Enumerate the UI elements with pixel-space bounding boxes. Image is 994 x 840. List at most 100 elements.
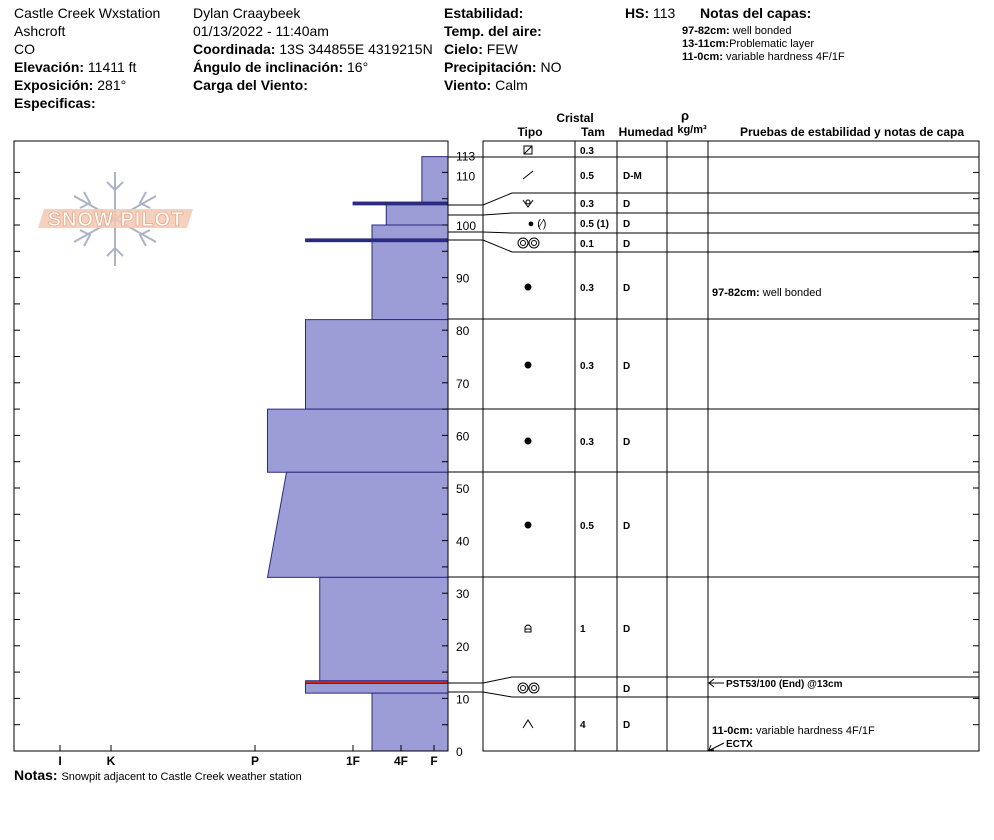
rounded-grains-icon bbox=[524, 437, 532, 445]
layer-notes-title: Notas del capas: bbox=[700, 5, 812, 21]
depth-tick-label: 30 bbox=[456, 587, 470, 601]
layer-row: D bbox=[517, 682, 630, 695]
rounded-grains-icon bbox=[524, 521, 532, 529]
profile-layer bbox=[319, 576, 449, 684]
area-name: Ashcroft bbox=[14, 23, 66, 39]
moisture-value: D bbox=[623, 437, 630, 448]
depth-tick-label: 90 bbox=[456, 272, 470, 286]
layer-row: 0.3 D bbox=[522, 199, 630, 210]
row-divider bbox=[448, 691, 979, 698]
grain-size: 0.5 (1) bbox=[580, 219, 609, 230]
slope-label: Ángulo de inclinación: bbox=[193, 59, 344, 75]
moisture-value: D-M bbox=[623, 171, 642, 182]
profile-layer bbox=[305, 319, 449, 410]
logo-banner bbox=[38, 209, 193, 228]
depth-hoar-icon bbox=[522, 719, 534, 729]
depth-tick-label: 70 bbox=[456, 377, 470, 391]
sky-value: FEW bbox=[486, 41, 518, 57]
surface-hoar-icon bbox=[522, 199, 534, 208]
moisture-value: D bbox=[623, 361, 630, 372]
profile-layers bbox=[266, 156, 449, 752]
moisture-value: D bbox=[623, 684, 630, 695]
moisture-header: Humedad bbox=[619, 125, 674, 139]
sky-label: Cielo: bbox=[444, 41, 483, 57]
layer-row: 0.5 D bbox=[524, 521, 630, 532]
layer-row: 0.3 D bbox=[524, 283, 630, 294]
moisture-value: D bbox=[623, 283, 630, 294]
profile-layer bbox=[305, 682, 449, 694]
air-temp-label: Temp. del aire: bbox=[444, 23, 542, 39]
profile-layer bbox=[371, 240, 449, 321]
layer-table: 0.30.5 D-M0.3 D● (⁄) 0.5 (1) D0.1 D0.3 D0.3 D0.… bbox=[448, 140, 980, 752]
pst-result: PST53/100 (End) @13cm bbox=[726, 679, 843, 690]
layer-note-3: 11-0cm: variable hardness 4F/1F bbox=[682, 51, 845, 63]
layer-note-2: 13-11cm:Problematic layer bbox=[682, 38, 814, 50]
hs-label: HS: bbox=[625, 5, 650, 21]
depth-tick-label: 50 bbox=[456, 482, 470, 496]
depth-tick-label: 40 bbox=[456, 535, 470, 549]
precip-value: NO bbox=[540, 59, 562, 75]
layer-row: 0.5 D-M bbox=[522, 170, 642, 182]
table-frame bbox=[482, 140, 980, 752]
layer-row: 0.3 D bbox=[524, 361, 630, 372]
footer-text: Snowpit adjacent to Castle Creek weather… bbox=[61, 771, 302, 783]
row-divider bbox=[448, 231, 979, 234]
specifics-label: Especificas: bbox=[14, 95, 96, 111]
aspect-value: 281° bbox=[97, 77, 127, 93]
moisture-value: D bbox=[623, 199, 630, 210]
coordinate-row: Coordinada: 13S 344855E 4319215N bbox=[193, 41, 433, 57]
chart-axes bbox=[13, 140, 449, 752]
moisture-value: D bbox=[623, 239, 630, 250]
layer-row: 0.3 D bbox=[524, 437, 630, 448]
row-divider bbox=[448, 212, 979, 216]
test-note-range: 97-82cm: bbox=[712, 287, 760, 299]
grain-size: 0.3 bbox=[580, 199, 594, 210]
hs-row: HS: 113 bbox=[625, 5, 675, 21]
ectx-arrow-icon bbox=[707, 742, 725, 752]
hardness-label: I bbox=[58, 754, 61, 768]
moisture-value: D bbox=[623, 219, 630, 230]
wind-load-label: Carga del Viento: bbox=[193, 77, 308, 93]
depth-tick-label: 0 bbox=[456, 745, 463, 759]
test-note-range: 11-0cm: bbox=[712, 725, 753, 737]
ectx-result: ECTX bbox=[726, 739, 753, 750]
elevation-label: Elevación: bbox=[14, 59, 85, 75]
hs-value: 113 bbox=[653, 5, 676, 21]
slope-row: Ángulo de inclinación: 16° bbox=[193, 59, 368, 75]
hardness-label: K bbox=[107, 754, 116, 768]
melt-forms-icon bbox=[517, 237, 540, 249]
profile-layer bbox=[267, 408, 449, 473]
hardness-label: F bbox=[430, 754, 437, 768]
state-name: CO bbox=[14, 41, 35, 57]
snowpilot-logo: SNOW PILOT bbox=[38, 172, 193, 266]
layer-row: ● (⁄) 0.5 (1) D bbox=[528, 218, 631, 230]
row-divider bbox=[448, 192, 979, 206]
density-unit-header: kg/m³ bbox=[677, 124, 707, 136]
layer-row: 0.3 bbox=[523, 145, 594, 157]
melt-forms-icon bbox=[517, 682, 540, 694]
thin-layer bbox=[305, 238, 449, 243]
chart-frame bbox=[13, 140, 449, 752]
row-divider bbox=[448, 676, 979, 684]
moisture-value: D bbox=[623, 720, 630, 731]
decomposing-fragments-icon bbox=[523, 145, 533, 155]
layer-note-range: 97-82cm: bbox=[682, 25, 730, 37]
depth-tick-label: 10 bbox=[456, 692, 470, 706]
grain-size: 0.3 bbox=[580, 437, 594, 448]
faceted-crystals-icon bbox=[524, 624, 532, 633]
thin-layer bbox=[352, 201, 449, 206]
hardness-labels: I K P 1F 4F F bbox=[58, 745, 438, 768]
test-note-text: well bonded bbox=[762, 287, 822, 299]
depth-tick-label: 100 bbox=[456, 219, 476, 233]
profile-layer bbox=[266, 471, 449, 578]
grain-size: 0.3 bbox=[580, 361, 594, 372]
layer-rows: 0.30.5 D-M0.3 D● (⁄) 0.5 (1) D0.1 D0.3 D0.3 D0.… bbox=[448, 145, 979, 731]
layer-note-1: 97-82cm: well bonded bbox=[682, 25, 791, 37]
stability-label: Estabilidad: bbox=[444, 5, 524, 21]
profile-layer bbox=[421, 156, 449, 205]
wind-value: Calm bbox=[495, 77, 528, 93]
